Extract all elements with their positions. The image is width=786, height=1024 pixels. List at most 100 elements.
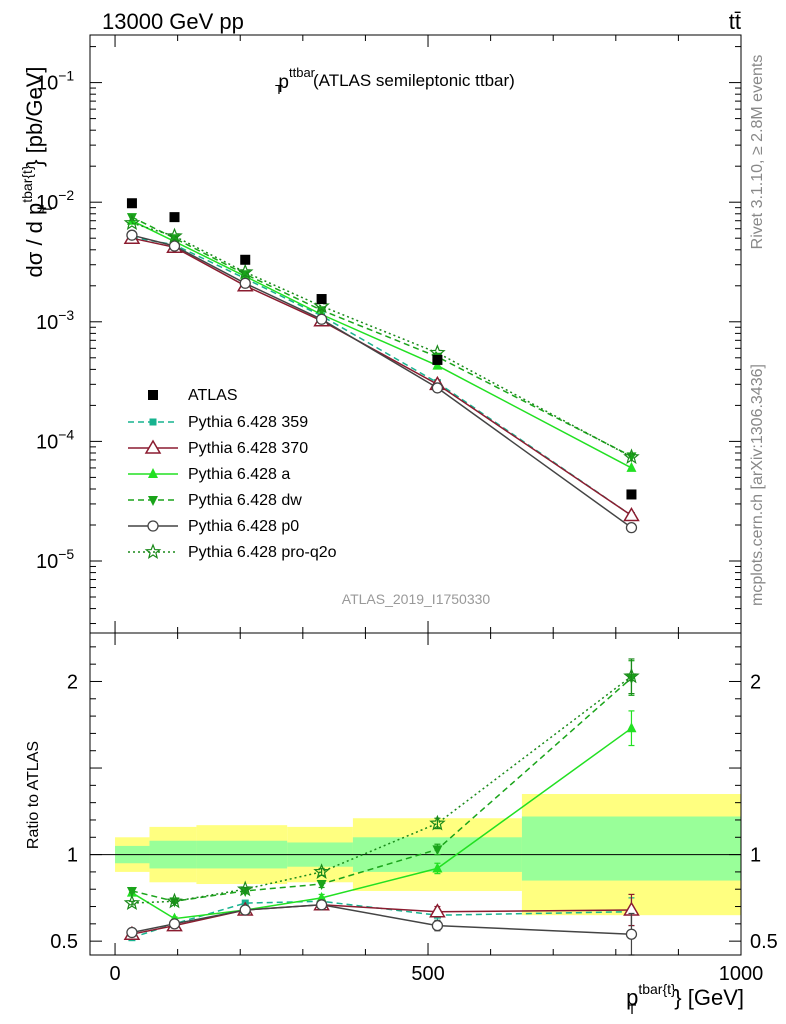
plot-title-sup: ttbar xyxy=(289,65,316,80)
series-point xyxy=(623,448,640,465)
data-point xyxy=(126,198,137,209)
legend-label: Pythia 6.428 pro-q2o xyxy=(188,544,337,561)
legend-label: Pythia 6.428 dw xyxy=(188,492,302,509)
data-point xyxy=(432,354,443,365)
series-point xyxy=(313,297,330,314)
ratio-series-point xyxy=(626,722,637,733)
series-point xyxy=(126,213,137,224)
ratio-y-tick-label-right: 0.5 xyxy=(750,931,778,953)
series-point xyxy=(239,277,251,289)
ratio-y-tick-label-left: 2 xyxy=(67,671,78,693)
ratio-series-point xyxy=(168,918,181,930)
x-axis-label-main: p xyxy=(626,985,638,1010)
legend-label: ATLAS xyxy=(188,387,238,404)
series-point xyxy=(315,313,328,325)
series-point xyxy=(626,461,637,472)
y-axis-label: dσ / d ptbar{t} T} [pb/GeV] xyxy=(19,67,55,278)
series-point xyxy=(431,382,444,394)
y-axis-label-pre: dσ / d p xyxy=(22,203,47,278)
legend-item: Pythia 6.428 a xyxy=(128,466,290,483)
series-point xyxy=(123,214,141,231)
ratio-frame xyxy=(89,632,742,956)
ratio-series-point xyxy=(316,891,327,902)
plot-title-sub: T xyxy=(275,82,283,97)
ratio-series-point xyxy=(625,928,638,940)
ratio-series-point xyxy=(431,919,444,932)
legend-marker xyxy=(149,418,157,426)
uncertainty-band-inner xyxy=(521,816,741,881)
ratio-series-point xyxy=(623,667,640,684)
mcplots-label: mcplots.cern.ch [arXiv:1306.3436] xyxy=(749,364,766,606)
ratio-panel-axes: 0.5 0.5 1 1 2 2 0 500 1000 xyxy=(50,632,778,985)
ratio-y-tick-label-left: 1 xyxy=(67,845,78,867)
legend-marker xyxy=(148,468,158,478)
series-line xyxy=(131,237,632,517)
ratio-series-line xyxy=(131,675,632,904)
main-panel-axes: 10−5 10−4 10−3 10−2 10−1 xyxy=(36,34,742,634)
series-line xyxy=(131,222,632,458)
legend-marker xyxy=(147,520,159,532)
series-point xyxy=(623,507,640,522)
legend-label: Pythia 6.428 370 xyxy=(188,440,308,457)
ratio-series-line xyxy=(131,904,632,935)
legend-marker xyxy=(144,543,162,560)
x-tick-label: 0 xyxy=(109,963,120,985)
ratio-series-point xyxy=(313,863,330,879)
x-axis-label-sub: T xyxy=(628,1001,637,1017)
y-tick-label: 10−1 xyxy=(36,68,74,95)
plot-title-main: p xyxy=(278,72,289,93)
ratio-series-point xyxy=(432,845,443,856)
x-axis-label-sup: tbar{t} xyxy=(638,981,676,997)
legend-item: Pythia 6.428 359 xyxy=(128,414,308,431)
x-axis-label-rest: } [GeV] xyxy=(674,985,744,1010)
legend-item: Pythia 6.428 p0 xyxy=(128,518,299,535)
legend-label: Pythia 6.428 a xyxy=(188,466,290,483)
series-point xyxy=(625,522,638,534)
legend-marker xyxy=(144,439,162,454)
legend-data-marker xyxy=(148,390,158,400)
plot-title: pttbar T (ATLAS semileptonic ttbar) xyxy=(275,65,515,97)
ratio-series-point xyxy=(236,880,254,897)
y-axis-label-sub: T xyxy=(39,204,55,213)
header-right: tt̄ xyxy=(729,9,741,34)
legend-item: ATLAS xyxy=(148,387,238,404)
series-line xyxy=(131,216,632,457)
data-point xyxy=(626,489,637,500)
series-line xyxy=(131,220,632,469)
y-axis-label-rest: } [pb/GeV] xyxy=(22,67,47,167)
ratio-panel-bands xyxy=(90,794,741,916)
series-line xyxy=(131,236,632,517)
ratio-series-line xyxy=(131,727,632,920)
header-left: 13000 GeV pp xyxy=(102,9,244,34)
y-tick-label: 10−2 xyxy=(36,187,74,214)
ratio-series-line xyxy=(131,677,632,903)
ratio-series-point xyxy=(432,862,443,873)
x-axis-label: ptbar{t} T } [GeV] xyxy=(626,981,744,1017)
analysis-tag: ATLAS_2019_I1750330 xyxy=(342,591,491,607)
legend-item: Pythia 6.428 dw xyxy=(128,492,302,509)
ratio-series-point xyxy=(239,904,251,916)
data-point xyxy=(240,254,251,265)
series-point xyxy=(316,306,327,317)
ratio-series-point xyxy=(316,880,327,891)
ratio-y-tick-label-right: 2 xyxy=(750,671,761,693)
series-point xyxy=(168,240,181,252)
ratio-series-point xyxy=(123,894,141,911)
series-line xyxy=(131,234,632,529)
legend-label: Pythia 6.428 359 xyxy=(188,414,308,431)
y-tick-label: 10−3 xyxy=(36,307,74,334)
ratio-y-tick-label-left: 0.5 xyxy=(50,931,78,953)
main-panel-series xyxy=(123,213,640,534)
x-tick-label: 500 xyxy=(411,963,444,985)
main-panel-data-points xyxy=(126,198,637,500)
y-tick-label: 10−5 xyxy=(36,546,74,573)
x-tick-label: 1000 xyxy=(719,963,764,985)
series-point xyxy=(126,229,138,241)
ratio-series-line xyxy=(131,900,632,939)
ratio-series-point xyxy=(315,899,328,911)
series-point xyxy=(237,263,254,280)
ratio-series-point xyxy=(166,892,183,909)
y-tick-label: 10−4 xyxy=(36,426,74,453)
ratio-panel-series xyxy=(123,658,640,956)
